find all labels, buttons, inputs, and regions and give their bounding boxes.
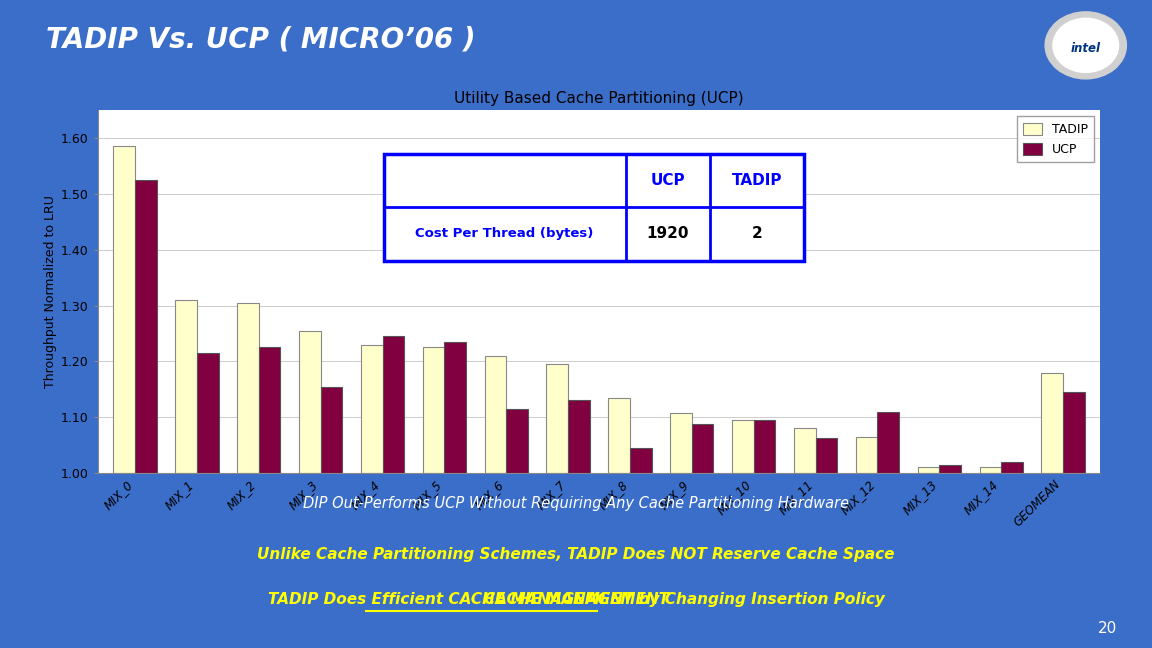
Bar <box>506 409 528 473</box>
Text: CACHE MANAGEMENT: CACHE MANAGEMENT <box>484 592 668 607</box>
Y-axis label: Throughput Normalized to LRU: Throughput Normalized to LRU <box>44 195 56 388</box>
Text: UCP: UCP <box>651 173 685 188</box>
Circle shape <box>1045 12 1127 79</box>
Bar <box>794 428 816 473</box>
Title: Utility Based Cache Partitioning (UCP): Utility Based Cache Partitioning (UCP) <box>454 91 744 106</box>
Bar <box>630 448 652 473</box>
Bar <box>1063 392 1085 473</box>
Text: Cost Per Thread (bytes): Cost Per Thread (bytes) <box>416 227 593 240</box>
Bar <box>692 424 713 473</box>
Bar <box>856 437 878 473</box>
Bar <box>175 300 197 473</box>
Bar <box>753 420 775 473</box>
Bar <box>423 347 445 473</box>
Bar <box>918 467 939 473</box>
Text: 2: 2 <box>752 227 763 242</box>
Text: TADIP Vs. UCP ( MICRO’06 ): TADIP Vs. UCP ( MICRO’06 ) <box>46 26 476 54</box>
Text: intel: intel <box>1070 42 1101 56</box>
Circle shape <box>1053 18 1119 73</box>
Bar <box>113 146 135 473</box>
Bar <box>1001 462 1023 473</box>
Text: Unlike Cache Partitioning Schemes, TADIP Does NOT Reserve Cache Space: Unlike Cache Partitioning Schemes, TADIP… <box>257 546 895 562</box>
Bar <box>382 336 404 473</box>
FancyBboxPatch shape <box>384 154 804 260</box>
Bar <box>135 180 157 473</box>
Bar <box>320 386 342 473</box>
Bar <box>259 347 280 473</box>
Bar <box>608 398 630 473</box>
Bar <box>197 353 219 473</box>
Legend: TADIP, UCP: TADIP, UCP <box>1017 117 1094 163</box>
Bar <box>237 303 259 473</box>
Text: 1920: 1920 <box>646 227 689 242</box>
Bar <box>732 420 753 473</box>
Bar <box>816 439 838 473</box>
Text: TADIP Does Efficient CACHE MANAGEMENT by Changing Insertion Policy: TADIP Does Efficient CACHE MANAGEMENT by… <box>267 592 885 607</box>
Bar <box>878 411 899 473</box>
Bar <box>939 465 961 473</box>
Bar <box>1041 373 1063 473</box>
Bar <box>361 345 382 473</box>
Text: DIP Out-Performs UCP Without Requiring Any Cache Partitioning Hardware: DIP Out-Performs UCP Without Requiring A… <box>303 496 849 511</box>
Bar <box>546 364 568 473</box>
Bar <box>300 330 320 473</box>
Text: 20: 20 <box>1098 621 1117 636</box>
Bar <box>670 413 692 473</box>
Text: TADIP: TADIP <box>732 173 782 188</box>
Bar <box>568 400 590 473</box>
Bar <box>979 467 1001 473</box>
Bar <box>445 342 467 473</box>
Bar <box>485 356 506 473</box>
